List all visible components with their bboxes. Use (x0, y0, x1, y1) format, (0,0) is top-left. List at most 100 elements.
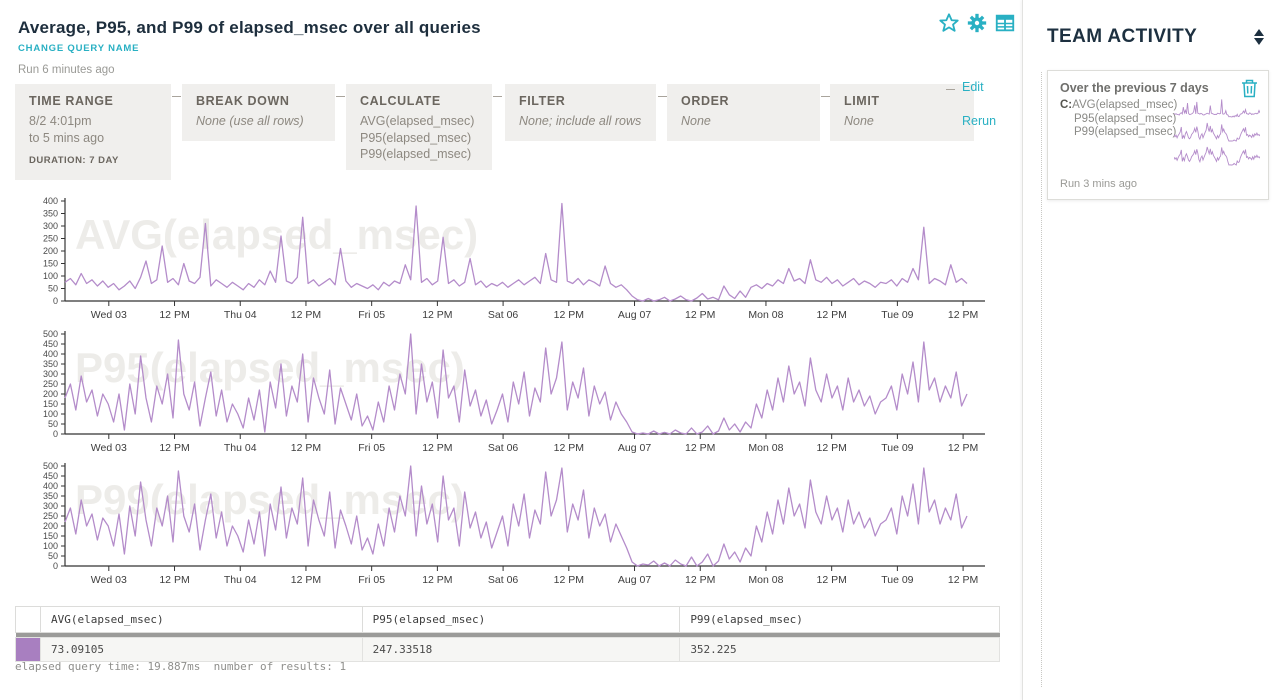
svg-text:12 PM: 12 PM (948, 309, 978, 321)
svg-text:12 PM: 12 PM (816, 309, 846, 321)
svg-text:12 PM: 12 PM (159, 442, 189, 454)
query-block-filter[interactable]: FILTER None; include all rows (505, 84, 656, 141)
svg-text:250: 250 (43, 511, 58, 521)
chart-p99-elapsed-msec-[interactable]: P99(elapsed_msec) 0 50 100 150 200 250 300 350 40… (0, 458, 1000, 588)
svg-text:12 PM: 12 PM (685, 574, 715, 586)
table-row[interactable]: 73.09105 247.33518 352.225 (15, 637, 1000, 662)
svg-text:Sat 06: Sat 06 (488, 309, 519, 321)
svg-text:Aug 07: Aug 07 (618, 574, 651, 586)
settings-gear-icon[interactable] (966, 12, 988, 34)
chart-watermark: AVG(elapsed_msec) (75, 211, 478, 258)
svg-text:350: 350 (43, 209, 58, 219)
svg-text:100: 100 (43, 271, 58, 281)
svg-text:12 PM: 12 PM (291, 574, 321, 586)
query-block-label: ORDER (681, 94, 730, 108)
svg-text:50: 50 (48, 551, 58, 561)
query-block-label: FILTER (519, 94, 566, 108)
svg-text:250: 250 (43, 234, 58, 244)
chart-canvas: P99(elapsed_msec) 05010015020025030035040… (43, 461, 985, 586)
svg-text:Wed 03: Wed 03 (91, 442, 127, 454)
svg-text:450: 450 (43, 339, 58, 349)
query-block-value: P95(elapsed_msec) (360, 130, 472, 145)
svg-text:Fri 05: Fri 05 (358, 309, 385, 321)
query-block-value: P99(elapsed_msec) (360, 147, 472, 161)
activity-calc-line: C:AVG(elapsed_msec) (1060, 99, 1178, 111)
svg-text:350: 350 (43, 491, 58, 501)
svg-text:400: 400 (43, 481, 58, 491)
table-view-icon[interactable] (994, 12, 1016, 34)
svg-text:Tue 09: Tue 09 (881, 574, 913, 586)
sort-toggle-icon[interactable] (1254, 29, 1264, 45)
svg-text:0: 0 (53, 296, 58, 306)
svg-text:Mon 08: Mon 08 (748, 574, 783, 586)
svg-text:100: 100 (43, 541, 58, 551)
sort-down-icon (1254, 38, 1264, 45)
rerun-query-link[interactable]: Rerun (962, 114, 997, 128)
svg-text:12 PM: 12 PM (291, 442, 321, 454)
svg-text:Fri 05: Fri 05 (358, 442, 385, 454)
trash-icon[interactable] (1241, 79, 1258, 98)
table-cell: 247.33518 (361, 637, 681, 662)
table-cell: 352.225 (679, 637, 1000, 662)
block-connector-line (946, 89, 955, 90)
svg-text:Thu 04: Thu 04 (224, 442, 257, 454)
query-block-label: TIME RANGE (29, 94, 114, 108)
results-table: AVG(elapsed_msec) P95(elapsed_msec) P99(el… (15, 606, 1000, 662)
svg-text:50: 50 (48, 419, 58, 429)
calc-prefix: C: (1060, 99, 1073, 111)
column-header[interactable]: P99(elapsed_msec) (679, 606, 1000, 633)
series-line (64, 333, 968, 435)
main-panel: Average, P95, and P99 of elapsed_msec ov… (0, 12, 1016, 673)
svg-text:Fri 05: Fri 05 (358, 574, 385, 586)
svg-text:Sat 06: Sat 06 (488, 442, 519, 454)
svg-text:12 PM: 12 PM (685, 309, 715, 321)
team-activity-sidebar: TEAM ACTIVITY Over the previous 7 days C… (1022, 0, 1280, 700)
svg-text:12 PM: 12 PM (422, 442, 452, 454)
query-block-value: None (844, 114, 874, 128)
svg-text:400: 400 (43, 196, 58, 206)
activity-calc-line: P95(elapsed_msec) (1074, 112, 1177, 125)
svg-text:350: 350 (43, 359, 58, 369)
sparkline (1174, 99, 1260, 118)
sort-up-icon (1254, 29, 1264, 36)
svg-text:Mon 08: Mon 08 (748, 309, 783, 321)
svg-text:Wed 03: Wed 03 (91, 574, 127, 586)
column-header[interactable]: AVG(elapsed_msec) (39, 606, 363, 633)
change-query-name-link[interactable]: CHANGE QUERY NAME (18, 43, 140, 54)
activity-card-query-summary: C:AVG(elapsed_msec) P95(elapsed_msec) P99(… (1060, 99, 1177, 140)
swatch-column-header (15, 606, 41, 633)
chart-p95-elapsed-msec-[interactable]: P95(elapsed_msec) 0 50 100 150 200 250 300 350 40… (0, 326, 1000, 456)
activity-card-sparklines (1174, 97, 1260, 167)
favorite-star-icon[interactable] (938, 12, 960, 34)
query-run-ago: Run 6 minutes ago (18, 64, 115, 76)
svg-text:Thu 04: Thu 04 (224, 309, 257, 321)
query-block-time-range[interactable]: TIME RANGE 8/2 4:01pm to 5 mins ago DURATIO… (15, 84, 171, 180)
svg-text:12 PM: 12 PM (291, 309, 321, 321)
svg-text:250: 250 (43, 379, 58, 389)
svg-text:100: 100 (43, 409, 58, 419)
svg-text:200: 200 (43, 389, 58, 399)
edit-query-link[interactable]: Edit (962, 80, 984, 94)
activity-card[interactable]: Over the previous 7 days C:AVG(elapsed_m… (1047, 70, 1269, 200)
query-block-break-down[interactable]: BREAK DOWN None (use all rows) (182, 84, 335, 141)
query-block-value: None (681, 114, 711, 128)
table-cell: 73.09105 (39, 637, 363, 662)
svg-text:12 PM: 12 PM (554, 309, 584, 321)
svg-text:Sat 06: Sat 06 (488, 574, 519, 586)
block-connector-line (493, 96, 502, 97)
query-block-order[interactable]: ORDER None (667, 84, 820, 141)
column-header[interactable]: P95(elapsed_msec) (361, 606, 681, 633)
activity-timeline-rail (1041, 72, 1042, 687)
svg-text:450: 450 (43, 471, 58, 481)
series-line (64, 202, 968, 302)
query-block-label: BREAK DOWN (196, 94, 290, 108)
svg-text:Tue 09: Tue 09 (881, 442, 913, 454)
query-block-calculate[interactable]: CALCULATE AVG(elapsed_msec) P95(elapsed_ms… (346, 84, 492, 170)
svg-text:500: 500 (43, 461, 58, 471)
query-block-value: None (use all rows) (196, 114, 304, 128)
query-block-limit[interactable]: LIMIT None (830, 84, 974, 141)
series-line (64, 465, 968, 567)
sidebar-title: TEAM ACTIVITY (1047, 26, 1198, 47)
query-block-value: AVG(elapsed_msec) (360, 114, 475, 128)
chart-avg-elapsed-msec-[interactable]: AVG(elapsed_msec) 0 50 100 150 200 250 300 350 40… (0, 193, 1000, 323)
